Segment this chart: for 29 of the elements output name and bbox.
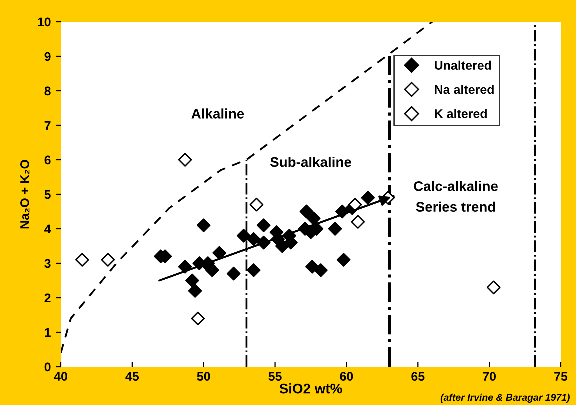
y-tick-label: 2 bbox=[44, 294, 51, 303]
y-tick-label: 7 bbox=[44, 121, 51, 130]
y-tick-label: 6 bbox=[44, 156, 51, 165]
x-tick-label: 60 bbox=[340, 372, 354, 382]
y-tick-label: 1 bbox=[45, 328, 51, 338]
x-tick-label: 45 bbox=[126, 372, 140, 382]
x-tick-label: 75 bbox=[554, 372, 568, 382]
text: (after Irvine & Baragar 1971) bbox=[440, 394, 570, 403]
annotation: Calc-alkaline bbox=[414, 181, 498, 192]
legend-label: K altered bbox=[435, 109, 487, 118]
legend-label: Unaltered bbox=[435, 60, 492, 70]
x-tick-label: 50 bbox=[197, 372, 210, 382]
y-tick-label: 9 bbox=[44, 52, 51, 62]
x-axis-title: SiO2 wt% bbox=[280, 384, 342, 394]
y-tick-label: 3 bbox=[44, 259, 51, 268]
y-tick-label: 10 bbox=[38, 18, 51, 27]
legend-label: Na altered bbox=[435, 85, 494, 94]
x-tick-label: 70 bbox=[483, 372, 496, 382]
annotation: Alkaline bbox=[192, 108, 244, 119]
y-tick-label: 4 bbox=[44, 224, 52, 234]
annotation: Sub-alkaline bbox=[270, 156, 352, 168]
x-tick-label: 55 bbox=[268, 372, 282, 382]
y-tick-label: 8 bbox=[44, 86, 51, 96]
x-tick-label: 65 bbox=[412, 372, 425, 382]
annotation: Series trend bbox=[416, 202, 496, 212]
y-tick-label: 0 bbox=[44, 362, 51, 372]
x-tick-label: 40 bbox=[54, 372, 68, 382]
y-axis-title: Na₂O + K₂O bbox=[20, 160, 30, 229]
y-tick-label: 5 bbox=[44, 190, 51, 200]
